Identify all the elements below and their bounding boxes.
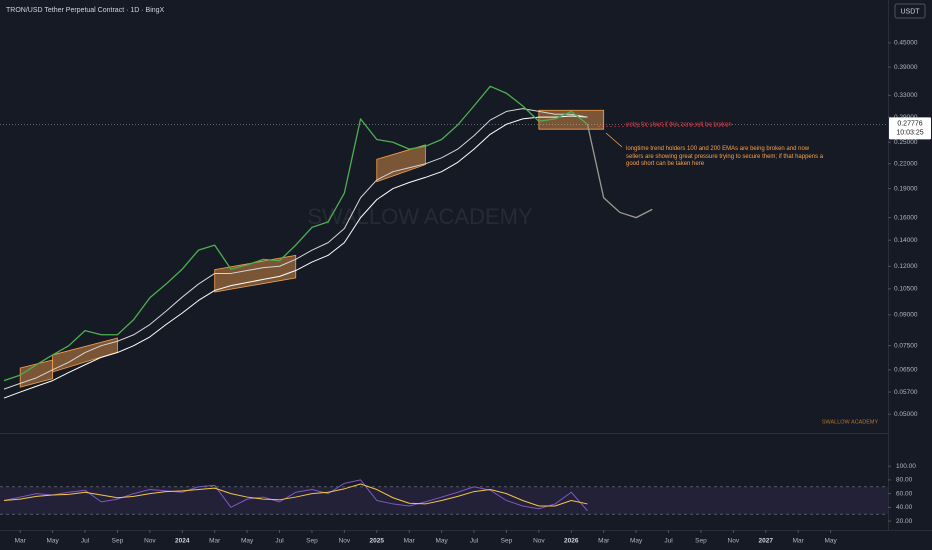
y-tick-label: 0.25000 [894, 139, 918, 146]
y-tick-label: 0.09000 [894, 312, 918, 319]
rsi-y-tick-label: 60.00 [896, 490, 913, 497]
x-tick-label: Sep [306, 538, 318, 545]
series-line [3, 483, 588, 507]
rsi-y-tick-label: 80.00 [896, 477, 913, 484]
x-tick-label: 2025 [370, 538, 385, 545]
x-tick-label: May [46, 538, 59, 545]
watermark: SWALLOW ACADEMY [307, 204, 533, 229]
y-tick-label: 0.45000 [894, 40, 918, 47]
annotation-short: entry for short if this zone will be bro… [626, 122, 732, 128]
x-tick-label: Jul [81, 538, 90, 545]
x-tick-label: 2024 [175, 538, 190, 545]
x-tick-label: Nov [144, 538, 156, 545]
chart-title: TRON/USD Tether Perpetual Contract · 1D … [6, 7, 165, 14]
x-tick-label: 2026 [564, 538, 579, 545]
series-line [3, 108, 588, 390]
x-tick-label: Jul [275, 538, 284, 545]
x-tick-label: May [435, 538, 448, 545]
y-tick-label: 0.14000 [894, 237, 918, 244]
x-tick-label: May [824, 538, 837, 545]
last-price-label: 0.27776 [897, 120, 922, 127]
x-tick-label: Mar [404, 538, 416, 545]
y-tick-label: 0.06500 [894, 367, 918, 374]
y-tick-label: 0.29000 [894, 114, 918, 121]
rsi-band [0, 486, 888, 515]
currency-button[interactable] [894, 3, 926, 19]
rsi-y-tick-label: 20.00 [896, 518, 913, 525]
x-tick-label: Mar [209, 538, 221, 545]
x-tick-label: May [630, 538, 643, 545]
y-tick-label: 0.19000 [894, 185, 918, 192]
y-tick-label: 0.39000 [894, 64, 918, 71]
x-tick-label: Mar [598, 538, 610, 545]
annotation-ema: longtime trend holders 100 and 200 EMAs … [626, 146, 824, 167]
y-tick-label: 0.33000 [894, 92, 918, 99]
x-tick-label: May [241, 538, 254, 545]
x-tick-label: Nov [728, 538, 740, 545]
y-tick-label: 0.10500 [894, 286, 918, 293]
y-tick-label: 0.12000 [894, 263, 918, 270]
rsi-y-tick-label: 40.00 [896, 504, 913, 511]
x-tick-label: Mar [793, 538, 805, 545]
y-tick-label: 0.05000 [894, 411, 918, 418]
currency-label[interactable]: USDT [900, 8, 920, 15]
y-tick-label: 0.16000 [894, 214, 918, 221]
y-tick-label: 0.07500 [894, 342, 918, 349]
series-line [586, 124, 653, 219]
x-tick-label: Sep [112, 538, 124, 545]
x-tick-label: Jul [664, 538, 673, 545]
x-tick-label: Nov [339, 538, 351, 545]
series-line [3, 479, 588, 512]
x-tick-label: Mar [15, 538, 27, 545]
series-line [3, 85, 588, 382]
series-line [3, 115, 588, 399]
y-tick-label: 0.22000 [894, 161, 918, 168]
y-tick-label: 0.05700 [894, 389, 918, 396]
x-tick-label: 2027 [759, 538, 774, 545]
x-tick-label: Sep [501, 538, 513, 545]
last-price-box [889, 117, 931, 140]
x-tick-label: Sep [695, 538, 707, 545]
annotation-arrow [605, 132, 623, 148]
x-tick-label: Nov [533, 538, 545, 545]
watermark-small: SWALLOW ACADEMY [822, 419, 879, 425]
countdown: 10:03:25 [896, 129, 923, 136]
rsi-y-tick-label: 100.00 [896, 463, 916, 470]
x-tick-label: Jul [470, 538, 479, 545]
